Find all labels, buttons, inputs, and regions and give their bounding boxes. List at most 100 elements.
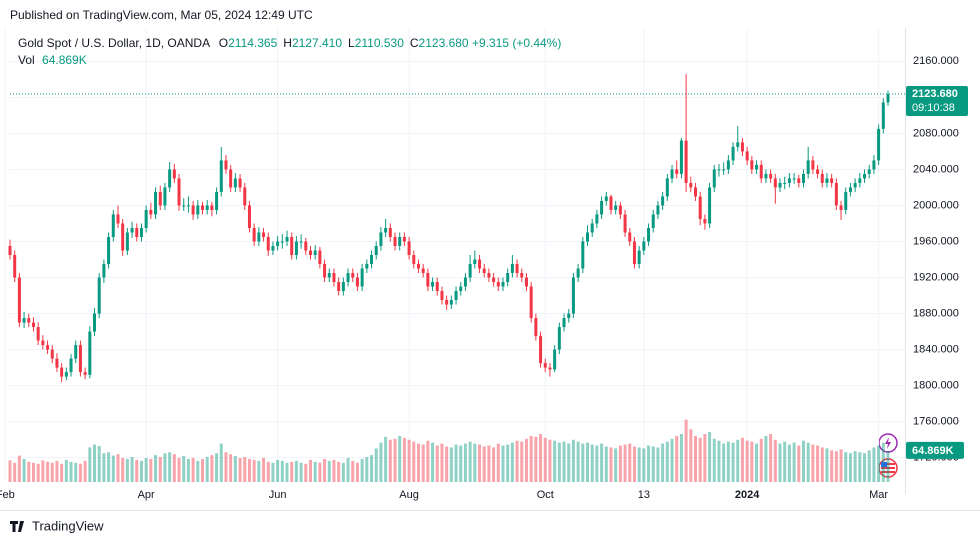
candle-body	[571, 277, 575, 314]
candle-body	[88, 331, 92, 375]
volume-bar	[506, 444, 510, 482]
volume-bar	[787, 444, 791, 482]
candle-body	[374, 245, 378, 255]
volume-bar	[135, 459, 139, 482]
published: Published on TradingView.com, Mar 05, 20…	[10, 8, 313, 22]
volume-bar	[60, 463, 64, 482]
y-tick-label: 2000.000	[913, 199, 959, 211]
volume-bar	[407, 439, 411, 482]
volume-bar	[722, 443, 726, 482]
volume-bar	[125, 458, 129, 482]
volume-bar	[463, 443, 467, 482]
volume-bar	[534, 436, 538, 482]
volume-bar	[623, 444, 627, 482]
candle-body	[196, 205, 200, 215]
volume-bar	[717, 440, 721, 482]
volume-bar	[853, 451, 857, 482]
candle-body	[679, 140, 683, 174]
candle-body	[360, 268, 364, 287]
x-tick-label: Jun	[269, 489, 287, 501]
volume-bar	[825, 448, 829, 482]
volume-bar	[78, 463, 82, 482]
candle-body	[769, 173, 773, 179]
volume-bar	[243, 457, 247, 482]
volume-bar	[36, 463, 40, 482]
candle-body	[675, 169, 679, 174]
volume-bar	[581, 443, 585, 482]
candle-body	[745, 151, 749, 161]
volume-bar	[139, 460, 143, 482]
footer-logo: TradingView	[10, 518, 104, 533]
volume-bar	[440, 443, 444, 482]
volume-bar	[473, 443, 477, 482]
volume-bar	[219, 443, 223, 482]
volume-bar	[215, 453, 219, 482]
volume-bar	[783, 441, 787, 482]
candle-body	[722, 169, 726, 171]
volume-bar	[74, 462, 78, 482]
candle-body	[172, 169, 176, 179]
candle-body	[787, 178, 791, 183]
volume-bar	[562, 441, 566, 482]
volume-bar	[769, 434, 773, 482]
volume-bar	[172, 454, 176, 482]
volume-bar	[571, 439, 575, 482]
volume-bar	[416, 443, 420, 482]
volume-bar	[726, 441, 730, 482]
volume-bar	[811, 444, 815, 482]
volume-bar	[393, 438, 397, 482]
volume-bar	[365, 457, 369, 482]
candle-body	[177, 178, 181, 206]
candle-body	[595, 214, 599, 224]
volume-bar	[496, 443, 500, 482]
change: +9.315 (+0.44%)	[471, 36, 562, 50]
candle-body	[149, 209, 153, 215]
x-tick-label: 13	[638, 489, 650, 501]
volume-bar	[257, 460, 261, 482]
y-tick-label: 2080.000	[913, 127, 959, 139]
volume-bar	[435, 445, 439, 482]
candle-body	[693, 187, 697, 197]
volume-bar	[299, 462, 303, 482]
volume-bar	[97, 446, 101, 482]
volume-bar	[844, 452, 848, 482]
candle-body	[698, 196, 702, 219]
candle-body	[576, 268, 580, 278]
candle-body	[886, 94, 890, 103]
ohlc-key: O	[218, 36, 229, 50]
volume-bar	[881, 442, 885, 482]
candle-body	[656, 205, 660, 215]
volume-bar	[759, 438, 763, 482]
volume-bar	[632, 446, 636, 482]
volume-bar	[708, 432, 712, 482]
vol-value: 64.869K	[42, 53, 87, 67]
candle-body	[642, 241, 646, 251]
candle-body	[210, 205, 214, 210]
volume-bar	[158, 457, 162, 482]
candle-body	[252, 227, 256, 242]
candle-body	[740, 142, 744, 152]
ohlc-value: 2127.410	[291, 36, 343, 50]
volume-bar	[168, 452, 172, 482]
symbol-title: Gold Spot / U.S. Dollar, 1D, OANDA	[18, 36, 210, 50]
candle-body	[337, 282, 341, 292]
candle-body	[304, 241, 308, 251]
candle-body	[816, 169, 820, 174]
x-tick-label: Apr	[138, 489, 155, 501]
candle-body	[848, 187, 852, 192]
candle-body	[557, 327, 561, 350]
candle-body	[46, 345, 50, 350]
volume-bar	[93, 444, 97, 482]
volume-bar	[107, 452, 111, 482]
candle-body	[158, 191, 162, 206]
candle-body	[13, 255, 17, 278]
candle-body	[858, 178, 862, 183]
volume-bar	[17, 455, 21, 482]
candle-body	[102, 264, 106, 278]
footer-border	[0, 510, 980, 511]
candle-body	[773, 178, 777, 188]
volume-bar	[69, 461, 73, 482]
footer-text: TradingView	[32, 518, 104, 533]
candle-body	[623, 214, 627, 233]
